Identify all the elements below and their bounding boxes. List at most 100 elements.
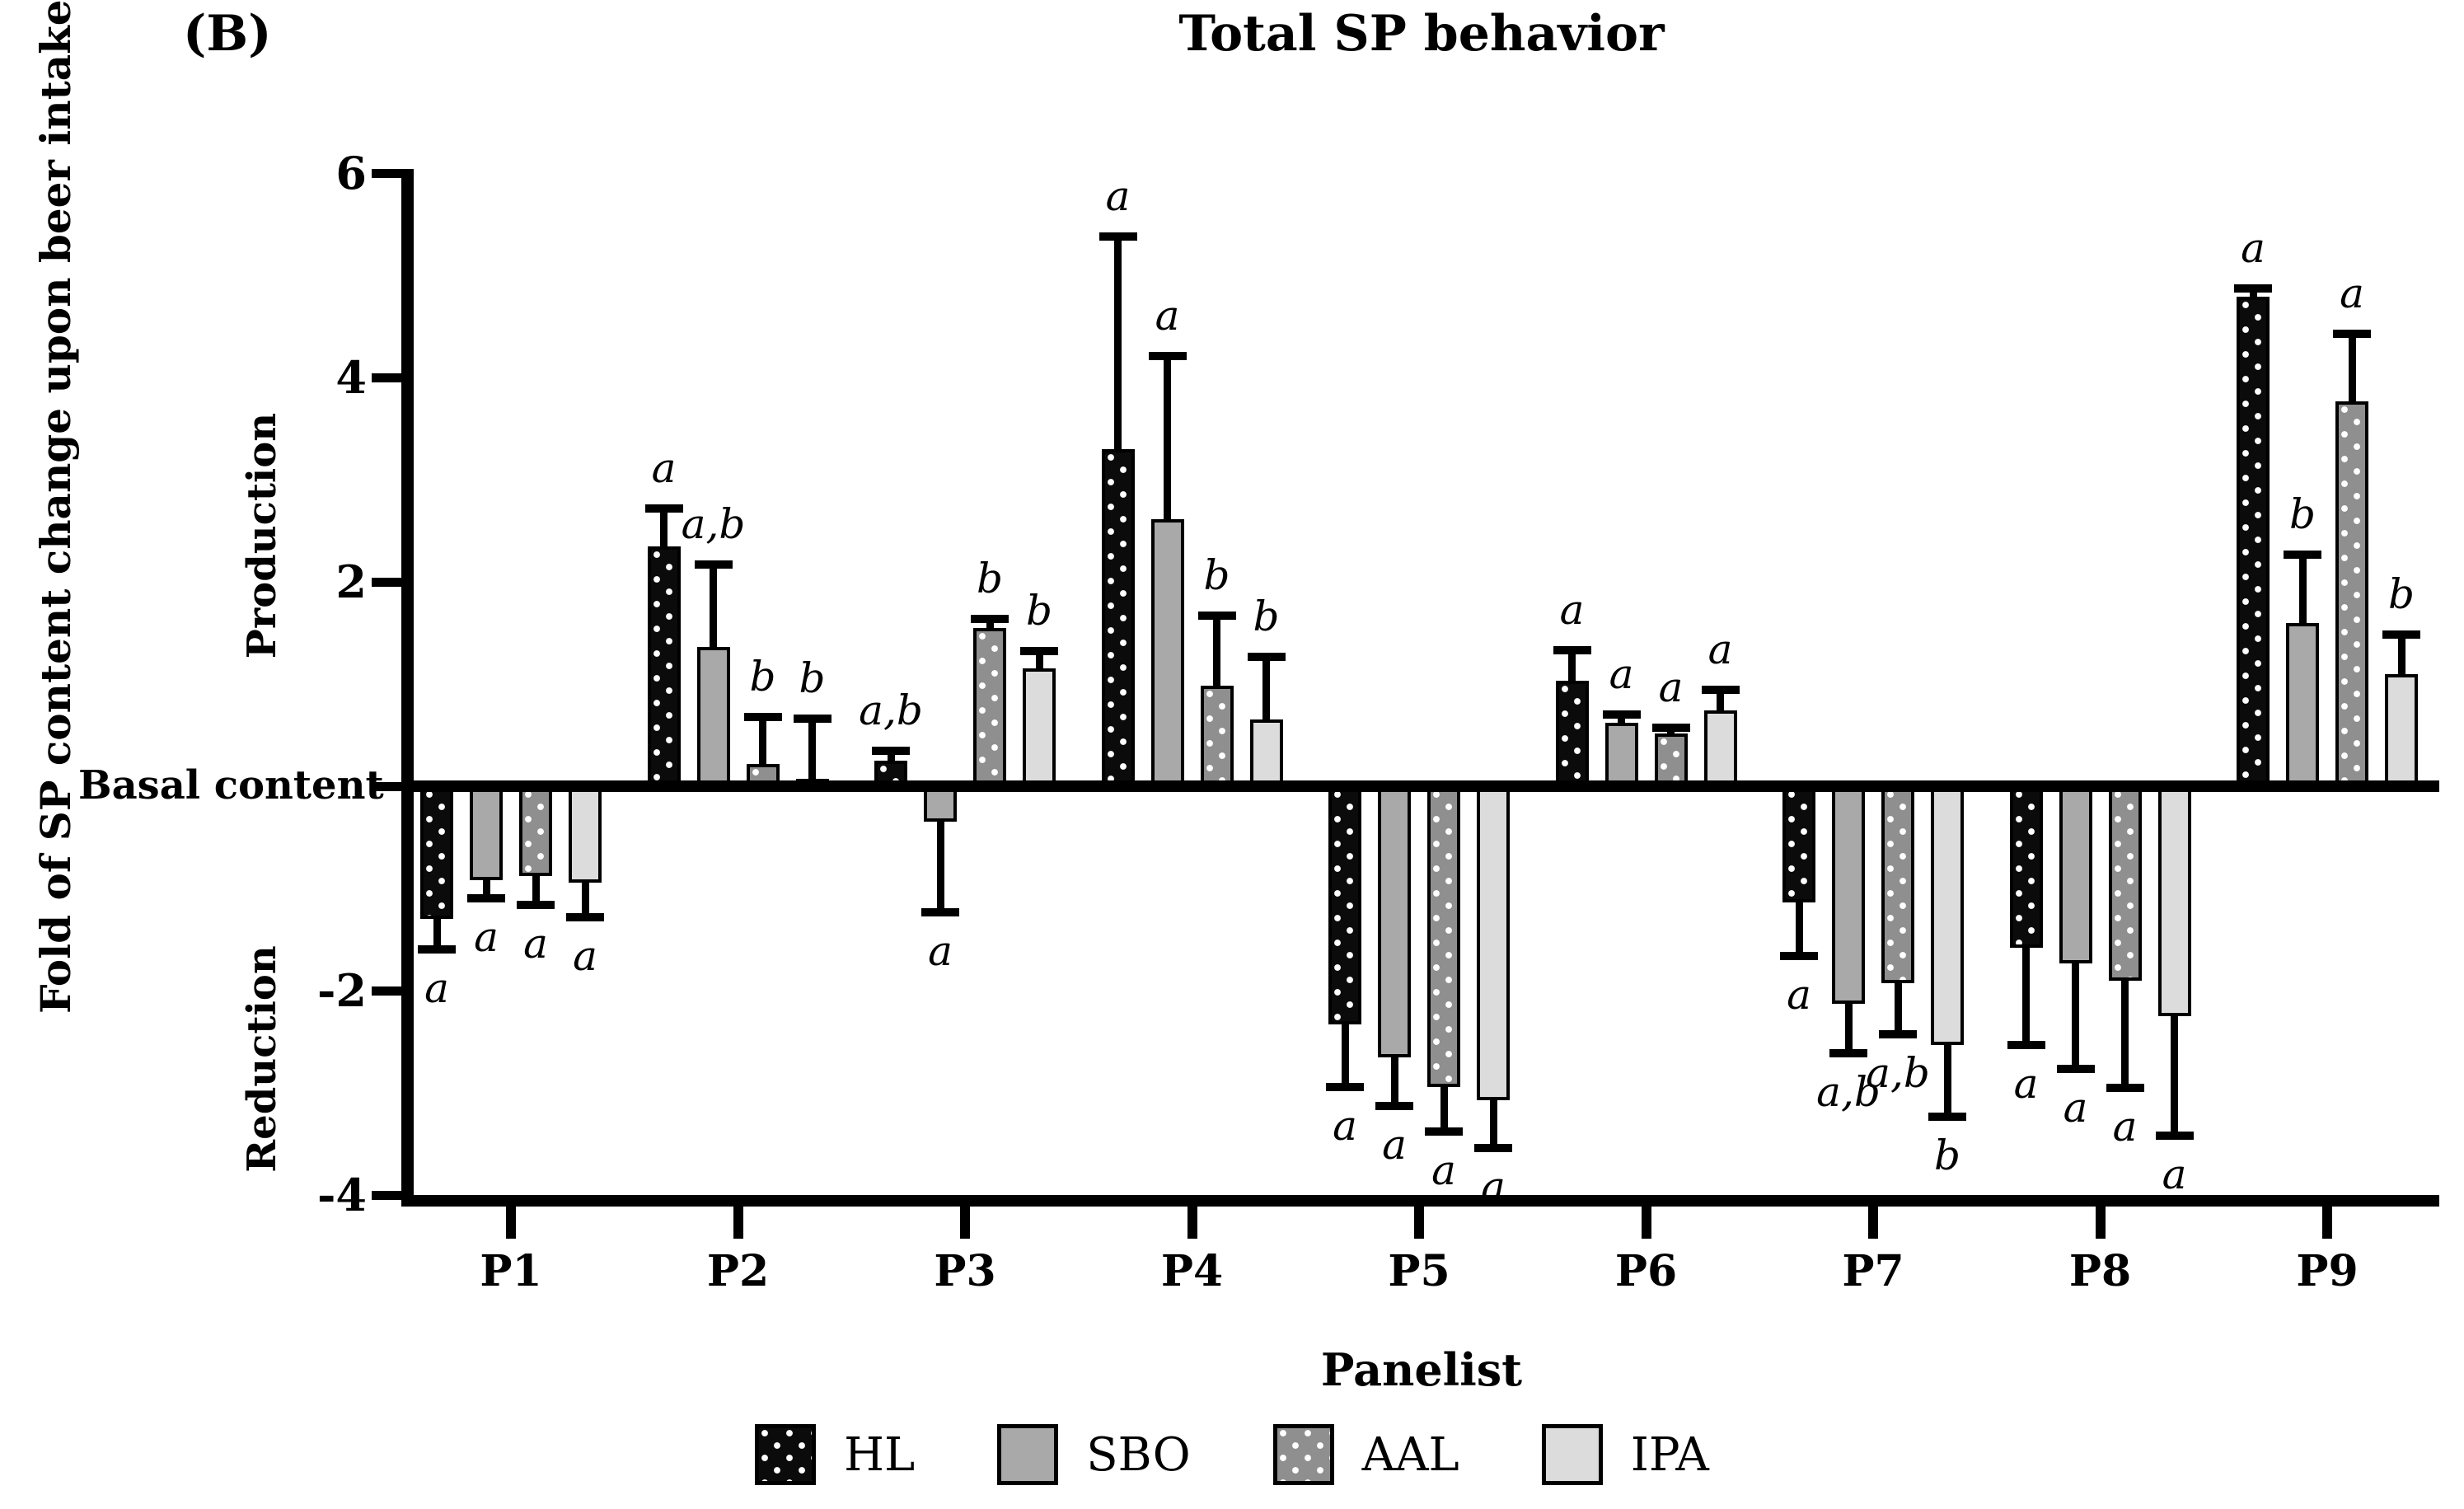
bar-ipa-p8 [2157, 786, 2191, 1016]
y-tick [372, 168, 401, 178]
x-tick-label-p9: P9 [2296, 1246, 2359, 1296]
error-bar-cap [1148, 351, 1187, 360]
error-bar-cap [1425, 1127, 1463, 1136]
x-tick-label-p8: P8 [2068, 1246, 2132, 1296]
significance-label: b [1203, 551, 1230, 599]
x-tick-label-p3: P3 [934, 1246, 996, 1296]
error-bar-cap [1780, 951, 1818, 960]
error-bar-cap [1020, 647, 1058, 656]
error-bar-cap [1879, 1030, 1917, 1039]
significance-label: a [1658, 663, 1684, 712]
x-axis-title: Panelist [1320, 1343, 1523, 1396]
bar-hl-p4 [1101, 448, 1135, 786]
legend-item-aal: AAL [1272, 1424, 1459, 1485]
error-bar-cap [2007, 1040, 2045, 1049]
y-tick-label: -4 [317, 1169, 367, 1221]
significance-label: a,b [681, 499, 746, 548]
significance-label: a [1431, 1146, 1456, 1195]
error-bar-stem [1717, 690, 1724, 711]
bar-aal-p5 [1427, 786, 1460, 1087]
x-tick [1414, 1206, 1424, 1239]
error-bar-stem [986, 618, 994, 628]
error-bar-stem [936, 822, 944, 912]
error-bar-cap [2106, 1083, 2144, 1092]
significance-label: a [2013, 1059, 2039, 1108]
significance-label: b [2387, 570, 2415, 619]
error-bar-stem [887, 750, 895, 761]
bar-ipa-p3 [1023, 668, 1056, 786]
significance-label: a [651, 443, 677, 492]
x-tick-label-p5: P5 [1388, 1246, 1450, 1296]
legend-swatch-sbo [997, 1424, 1059, 1485]
error-bar-cap [743, 712, 782, 721]
bar-sbo-p8 [2059, 786, 2092, 963]
error-bar-stem [1844, 1004, 1853, 1053]
x-axis-spine [401, 1195, 2439, 1207]
bar-sbo-p9 [2286, 622, 2319, 786]
significance-label: a [2112, 1102, 2138, 1150]
reduction-region-label: Reduction [239, 945, 285, 1173]
legend-item-ipa: IPA [1541, 1424, 1709, 1485]
error-bar-stem [2022, 947, 2030, 1045]
error-bar-stem [808, 719, 816, 780]
significance-label: a [1155, 291, 1180, 340]
significance-label: a [2162, 1150, 2187, 1199]
bar-hl-p9 [2237, 297, 2270, 786]
significance-label: a [1609, 650, 1634, 699]
significance-label: b [976, 554, 1003, 602]
bar-ipa-p6 [1703, 710, 1737, 786]
significance-label: a [2063, 1084, 2088, 1132]
significance-label: b [2288, 490, 2316, 538]
bar-aal-p3 [973, 627, 1006, 786]
bar-sbo-p7 [1832, 786, 1865, 1005]
significance-label: a,b [1816, 1067, 1881, 1116]
y-axis-label: Fold of SP content change upon beer inta… [31, 0, 80, 1014]
error-bar-stem [1341, 1024, 1349, 1087]
bar-hl-p7 [1782, 786, 1815, 903]
error-bar-cap [872, 746, 910, 755]
significance-label: a [1787, 970, 1811, 1019]
error-bar-cap [517, 900, 555, 909]
error-bar-stem [710, 564, 717, 648]
bar-sbo-p6 [1604, 723, 1638, 786]
y-axis-spine [401, 169, 414, 1205]
y-tick [372, 1190, 401, 1200]
legend-swatch-aal [1272, 1424, 1334, 1485]
error-bar-stem [2072, 963, 2079, 1070]
error-bar-cap [1829, 1048, 1867, 1057]
error-bar-cap [1247, 652, 1286, 661]
error-bar-stem [532, 876, 540, 905]
significance-label: a [928, 926, 953, 975]
error-bar-cap [2155, 1132, 2194, 1141]
error-bar-stem [1440, 1086, 1448, 1132]
panel-label: (B) [183, 5, 272, 63]
significance-label: b [1253, 592, 1280, 640]
error-bar-cap [1651, 724, 1690, 733]
error-bar-cap [1326, 1082, 1364, 1091]
error-bar-cap [1098, 232, 1137, 241]
x-tick-label-p1: P1 [480, 1246, 542, 1296]
x-tick [1187, 1206, 1197, 1239]
y-tick [372, 577, 401, 587]
y-tick-label: -2 [317, 964, 367, 1017]
legend-item-hl: HL [755, 1424, 915, 1485]
bar-hl-p1 [420, 786, 453, 920]
error-bar-cap [2234, 284, 2272, 293]
significance-label: a,b [1866, 1049, 1930, 1098]
significance-label: a,b [859, 686, 923, 734]
error-bar-cap [921, 907, 959, 916]
error-bar-cap [1474, 1143, 1512, 1152]
bar-hl-p8 [2009, 786, 2043, 948]
error-bar-cap [694, 560, 733, 569]
legend-label-hl: HL [844, 1427, 916, 1482]
error-bar-cap [566, 912, 604, 921]
error-bar-stem [2348, 333, 2356, 401]
error-bar-stem [482, 880, 490, 899]
basal-content-label: Basal content [78, 762, 384, 808]
error-bar-cap [793, 715, 831, 724]
x-tick [960, 1206, 970, 1239]
y-tick [372, 986, 401, 996]
legend-swatch-hl [755, 1424, 817, 1485]
error-bar-stem [581, 882, 589, 917]
bar-sbo-p4 [1150, 519, 1184, 786]
